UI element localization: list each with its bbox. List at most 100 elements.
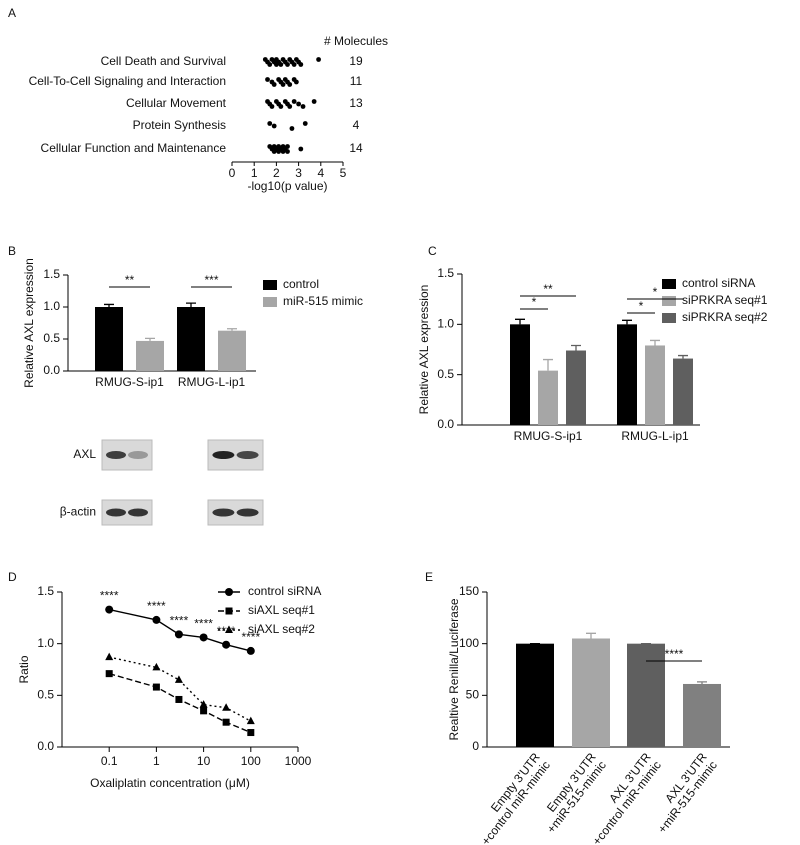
error-bar bbox=[622, 319, 632, 325]
error-bar bbox=[678, 354, 688, 359]
category-label: RMUG-L-ip1 bbox=[178, 375, 246, 389]
bar bbox=[516, 643, 554, 747]
bar bbox=[538, 370, 558, 425]
x-tick-label: 2 bbox=[273, 166, 280, 180]
significance-label: **** bbox=[665, 647, 684, 661]
significance-label: *** bbox=[204, 273, 218, 287]
dot bbox=[265, 77, 270, 82]
dot bbox=[289, 126, 295, 131]
bar bbox=[673, 358, 693, 425]
significance-label: **** bbox=[241, 630, 260, 644]
y-axis-label: Ratio bbox=[17, 655, 31, 683]
y-tick-label: 0 bbox=[472, 739, 479, 753]
line bbox=[109, 672, 252, 734]
legend-swatch bbox=[662, 296, 676, 306]
dot bbox=[267, 62, 273, 67]
category-label: Cellular Movement bbox=[126, 96, 227, 110]
marker bbox=[225, 607, 233, 615]
marker bbox=[246, 716, 255, 725]
blot-label: AXL bbox=[73, 447, 96, 461]
dot bbox=[316, 57, 321, 62]
y-tick-label: 150 bbox=[459, 584, 479, 598]
dot bbox=[298, 62, 304, 67]
error-bar bbox=[586, 632, 596, 639]
y-tick-label: 1.0 bbox=[437, 317, 454, 331]
dot bbox=[278, 62, 284, 67]
marker bbox=[200, 707, 208, 715]
error-bar bbox=[543, 358, 553, 371]
dot bbox=[302, 121, 308, 126]
marker bbox=[105, 652, 114, 661]
marker bbox=[222, 718, 230, 726]
x-tick-label: 5 bbox=[340, 166, 347, 180]
significance-label: * bbox=[532, 295, 537, 309]
marker bbox=[225, 588, 233, 596]
bar bbox=[510, 324, 530, 425]
y-tick-label: 0.5 bbox=[43, 331, 60, 345]
category-label: RMUG-L-ip1 bbox=[621, 429, 689, 443]
significance-label: * bbox=[653, 285, 658, 299]
count-label: 14 bbox=[349, 141, 363, 155]
y-axis-label: Relative AXL expression bbox=[417, 285, 431, 415]
panel-label: B bbox=[8, 244, 16, 258]
significance-label: **** bbox=[194, 617, 213, 631]
line bbox=[109, 608, 251, 652]
dot bbox=[298, 146, 304, 152]
significance-label: ** bbox=[125, 273, 135, 287]
bar bbox=[683, 683, 721, 747]
line bbox=[109, 656, 252, 722]
y-tick-label: 1.0 bbox=[43, 299, 60, 313]
legend-label: miR-515 mimic bbox=[283, 294, 363, 308]
category-label: Cellular Function and Maintenance bbox=[41, 141, 227, 155]
marker bbox=[152, 662, 161, 671]
error-bar bbox=[227, 328, 237, 331]
dot bbox=[285, 149, 290, 154]
dot bbox=[285, 144, 290, 149]
y-tick-label: 1.5 bbox=[37, 584, 54, 598]
count-label: 19 bbox=[349, 54, 363, 68]
bar bbox=[218, 330, 246, 371]
significance-label: **** bbox=[217, 624, 236, 638]
error-bar bbox=[145, 337, 155, 341]
bar bbox=[645, 345, 665, 425]
x-tick-label: 100 bbox=[241, 754, 261, 768]
blot-band bbox=[106, 508, 126, 517]
marker bbox=[222, 640, 231, 649]
legend-swatch bbox=[263, 297, 277, 307]
x-tick-label: 3 bbox=[295, 166, 302, 180]
y-tick-label: 1.5 bbox=[437, 266, 454, 280]
marker bbox=[152, 683, 160, 691]
marker bbox=[225, 625, 233, 633]
y-tick-label: 1.0 bbox=[37, 636, 54, 650]
x-tick-label: 0.1 bbox=[101, 754, 118, 768]
category-label: RMUG-S-ip1 bbox=[514, 429, 583, 443]
panel-label: D bbox=[8, 570, 17, 584]
marker bbox=[199, 633, 208, 642]
category-label: Cell Death and Survival bbox=[101, 54, 226, 68]
x-tick-label: 0 bbox=[229, 166, 236, 180]
y-tick-label: 0.0 bbox=[43, 363, 60, 377]
dot bbox=[287, 104, 293, 109]
bar bbox=[617, 324, 637, 425]
x-axis-label: Oxaliplatin concentration (μM) bbox=[90, 776, 250, 790]
dot bbox=[278, 104, 284, 109]
count-label: 11 bbox=[350, 74, 363, 88]
dot bbox=[293, 79, 299, 85]
marker bbox=[247, 729, 255, 737]
dot bbox=[287, 82, 293, 87]
blot-band bbox=[212, 451, 235, 459]
error-bar bbox=[104, 303, 114, 307]
significance-label: **** bbox=[100, 589, 119, 603]
error-bar bbox=[571, 344, 581, 351]
blot-band bbox=[106, 451, 126, 459]
marker bbox=[222, 703, 231, 711]
dot bbox=[285, 62, 290, 67]
marker bbox=[175, 695, 183, 703]
y-tick-label: 100 bbox=[459, 636, 479, 650]
count-label: 4 bbox=[353, 118, 360, 132]
blot-label: β-actin bbox=[60, 505, 96, 519]
legend-label: control bbox=[283, 277, 319, 291]
dot bbox=[300, 104, 306, 109]
